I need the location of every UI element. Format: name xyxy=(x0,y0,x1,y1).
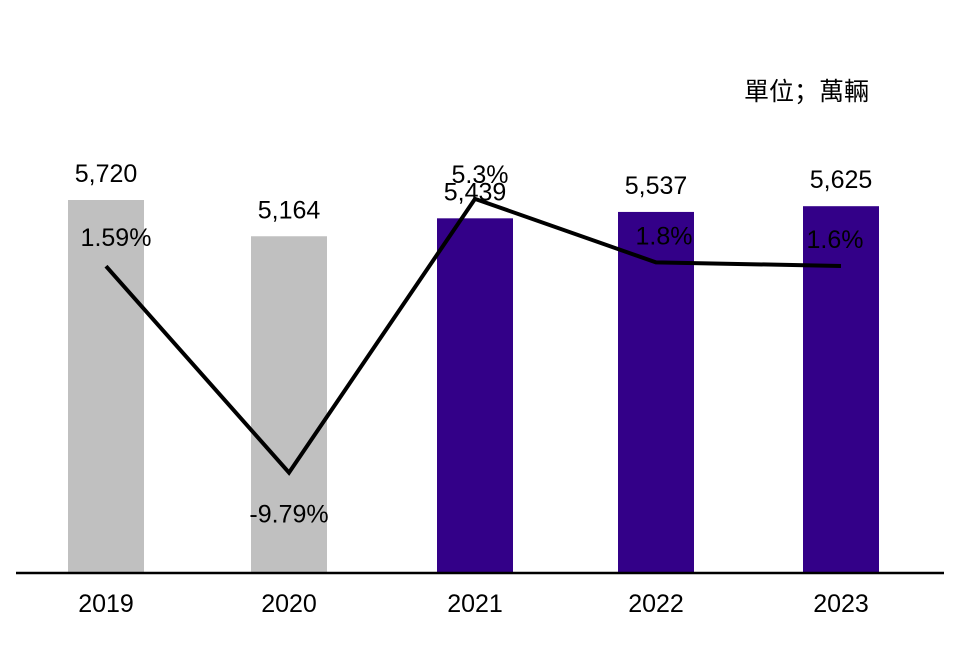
bar-value-label: 5,625 xyxy=(810,166,873,194)
growth-value-label: 1.8% xyxy=(636,222,693,250)
x-tick-label: 2023 xyxy=(813,590,869,618)
bar-2020 xyxy=(251,236,327,573)
bar-value-label: 5,537 xyxy=(625,172,688,200)
growth-value-label: 1.6% xyxy=(807,226,864,254)
x-tick-label: 2020 xyxy=(261,590,317,618)
growth-value-label: 1.59% xyxy=(81,224,152,252)
bar-value-label: 5,164 xyxy=(258,196,321,224)
x-tick-label: 2019 xyxy=(78,590,134,618)
unit-label: 單位；萬輛 xyxy=(744,77,870,106)
bar-2019 xyxy=(68,200,144,573)
growth-value-label: -9.79% xyxy=(249,501,328,529)
growth-value-label: 5.3% xyxy=(452,161,509,189)
x-tick-label: 2021 xyxy=(447,590,503,618)
bar-2022 xyxy=(618,211,694,573)
growth-line xyxy=(104,196,842,476)
bar-value-label: 5,439 xyxy=(444,178,507,206)
bar-2021 xyxy=(437,218,513,573)
bar-2023 xyxy=(803,206,879,573)
x-tick-label: 2022 xyxy=(628,590,684,618)
bar-value-label: 5,720 xyxy=(75,160,138,188)
